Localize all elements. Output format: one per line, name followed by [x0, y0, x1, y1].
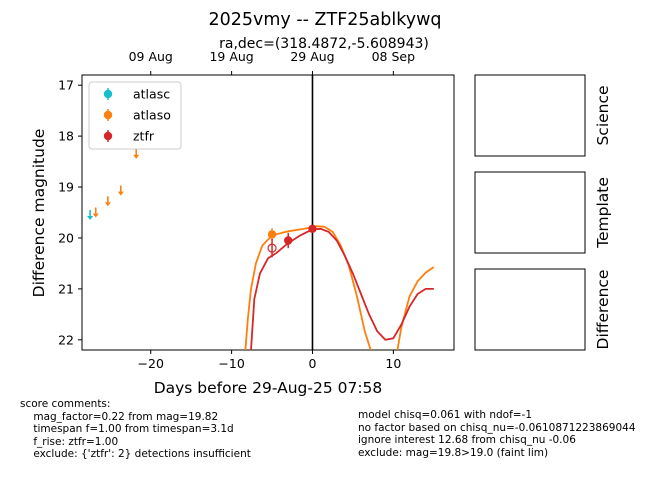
- y-axis-label: Difference magnitude: [30, 129, 48, 298]
- side-panel-box: [474, 171, 586, 254]
- legend-marker: [103, 110, 113, 120]
- side-panel-label: Science: [594, 85, 612, 145]
- score-comments: score comments: mag_factor=0.22 from mag…: [20, 398, 251, 460]
- upper-limit-atlasc-0: [87, 210, 94, 221]
- upper-limit-atlaso-2: [117, 185, 124, 196]
- y-tick-label-1: 18: [58, 129, 74, 144]
- upper-limit-atlaso-0: [92, 207, 99, 218]
- x-axis-label: Days before 29-Aug-25 07:58: [154, 379, 383, 397]
- side-panel-box: [474, 268, 586, 351]
- legend-entry-atlaso: atlaso: [103, 108, 171, 123]
- legend: atlasc atlaso ztfr: [88, 81, 182, 150]
- y-tick-label-5: 22: [58, 332, 74, 347]
- open-point-ztfr-0: [267, 238, 277, 258]
- x-tick-label-2: 0: [309, 356, 317, 371]
- data-point-ztfr-1: [308, 224, 317, 233]
- legend-marker: [103, 131, 113, 141]
- side-panel-label: Difference: [594, 270, 612, 350]
- side-panel-label: Template: [594, 177, 612, 249]
- legend-label: ztfr: [133, 129, 155, 144]
- x-tick-label-1: −10: [218, 356, 244, 371]
- y-tick-label-3: 20: [58, 230, 74, 245]
- figure-title: 2025vmy -- ZTF25ablkywq: [208, 10, 441, 30]
- x-tick-label-0: −20: [138, 356, 164, 371]
- top-tick-label-3: 08 Sep: [372, 49, 416, 64]
- top-tick-label-2: 29 Aug: [290, 49, 334, 64]
- upper-limit-atlaso-1: [104, 196, 111, 207]
- legend-label: atlaso: [133, 108, 171, 123]
- legend-label: atlasc: [133, 87, 170, 102]
- upper-limit-atlaso-3: [133, 148, 140, 159]
- legend-marker: [103, 89, 113, 99]
- model-curve-atlaso-1: [396, 266, 435, 350]
- side-panel-science: Science: [474, 74, 612, 157]
- model-comments: model chisq=0.061 with ndof=-1 no factor…: [358, 409, 636, 459]
- top-tick-label-0: 09 Aug: [129, 49, 173, 64]
- y-tick-label-2: 19: [58, 180, 74, 195]
- legend-entry-ztfr: ztfr: [103, 129, 155, 144]
- y-tick-label-4: 21: [58, 281, 74, 296]
- x-tick-label-3: 10: [385, 356, 401, 371]
- side-panel-box: [474, 74, 586, 157]
- figure-subtitle: ra,dec=(318.4872,-5.608943): [219, 36, 429, 52]
- data-point-atlaso-0: [267, 228, 277, 241]
- legend-entry-atlasc: atlasc: [103, 87, 170, 102]
- legend-box: [88, 81, 182, 150]
- side-panel-difference: Difference: [474, 268, 612, 351]
- side-panel-template: Template: [474, 171, 612, 254]
- data-point-ztfr-0: [284, 232, 293, 249]
- model-curve-ztfr-2: [250, 227, 434, 350]
- y-tick-label-0: 17: [58, 78, 74, 93]
- top-tick-label-1: 19 Aug: [209, 49, 253, 64]
